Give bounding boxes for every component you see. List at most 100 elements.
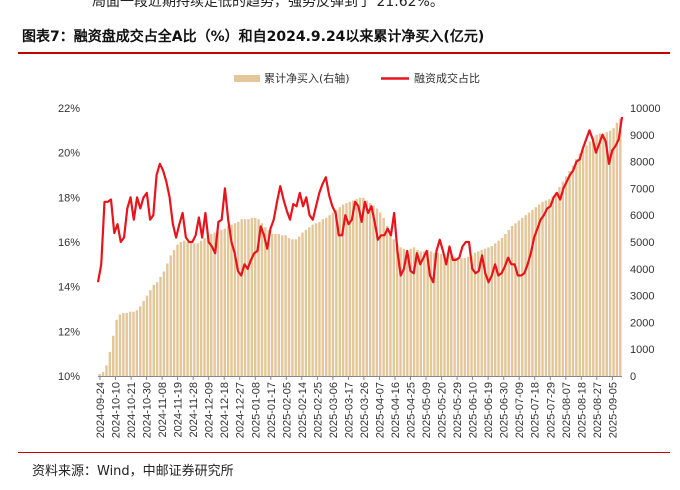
x-tick-label: 2024-10-21 [126,382,138,438]
bar [541,201,544,376]
bar [345,203,348,376]
bar [537,204,541,376]
bar [196,243,199,376]
bar [169,255,172,376]
legend-label-bars: 累计净买入(右轴) [264,71,350,85]
bar [274,233,277,376]
x-tick-label: 2025-04-25 [406,382,418,438]
bar [578,153,581,376]
x-tick-label: 2025-06-19 [483,382,495,438]
bar [291,239,294,376]
bar [264,227,267,376]
bar [139,306,142,376]
bar [155,282,159,376]
bar [490,246,494,376]
bar [304,229,308,376]
x-tick-label: 2024-10-30 [142,382,154,438]
left-y-tick-label: 10% [58,371,80,383]
x-tick-label: 2025-06-30 [499,382,511,438]
x-tick-label: 2025-02-14 [297,382,309,438]
bar [348,201,352,376]
bar [524,215,527,376]
bar [159,276,162,376]
bar [230,224,233,376]
bar [226,225,230,376]
left-y-tick-label: 22% [58,103,80,115]
x-tick-label: 2025-01-08 [250,382,262,438]
x-tick-label: 2025-06-10 [468,382,480,438]
bar [463,258,467,376]
x-tick-label: 2024-12-18 [219,382,231,438]
right-y-tick-label: 5000 [630,237,654,249]
bar [206,235,210,376]
bar [115,319,118,376]
right-y-tick-label: 2000 [630,317,654,329]
x-tick-label: 2025-01-17 [266,382,278,438]
bar [223,228,226,376]
bar [358,197,362,376]
bar [128,311,132,376]
bar [514,223,517,376]
bar [101,371,105,376]
right-y-tick-label: 0 [630,371,636,383]
bar [314,223,318,376]
bar [412,247,416,376]
bar [243,219,247,376]
bar [581,149,585,376]
bar [568,170,571,376]
bar [152,284,155,376]
bar [497,240,500,376]
left-y-tick-label: 18% [58,192,80,204]
bar [473,252,477,376]
left-y-tick-label: 20% [58,148,80,160]
bar [375,208,379,376]
right-y-tick-label: 3000 [630,291,654,303]
bar [500,237,504,376]
bar [98,373,101,376]
bar [379,212,382,376]
bar [297,236,301,376]
bar [527,212,531,376]
legend-label-line: 融资成交占比 [414,71,480,85]
bar [619,118,622,376]
x-tick-label: 2024-10-10 [111,382,123,438]
bar [602,133,605,376]
legend: 累计净买入(右轴) 融资成交占比 [234,71,480,85]
bar [135,310,139,376]
x-tick-label: 2025-02-05 [281,382,293,438]
bar [267,229,270,376]
bar [321,219,325,376]
x-tick-label: 2025-02-25 [312,382,324,438]
bar [199,240,203,376]
x-tick-label: 2024-12-09 [204,382,216,438]
bar [466,256,470,376]
right-y-tick-label: 6000 [630,210,654,222]
bar [544,200,548,376]
bar [608,130,612,376]
x-tick-label: 2025-07-29 [545,382,557,438]
bar [470,255,473,376]
x-tick-label: 2025-05-09 [421,382,433,438]
bar [132,311,135,376]
bar [507,229,510,376]
bar [433,252,436,376]
right-y-tick-label: 7000 [630,183,654,195]
x-tick-label: 2025-04-07 [375,382,387,438]
x-tick-label: 2024-11-08 [157,382,169,437]
bar [281,235,284,376]
bar [233,223,237,376]
bar [439,254,443,376]
bar [149,290,152,376]
bar [389,233,392,376]
bar [331,212,335,376]
left-y-tick-label: 16% [58,237,80,249]
right-y-tick-label: 9000 [630,130,654,142]
bar [595,134,598,376]
x-tick-label: 2025-09-05 [607,382,619,438]
bar [382,217,385,376]
source-note: 资料来源：Wind，中邮证券研究所 [32,464,234,479]
bar [203,237,206,376]
bar [494,243,497,376]
bar [480,250,483,376]
bar [166,263,169,376]
